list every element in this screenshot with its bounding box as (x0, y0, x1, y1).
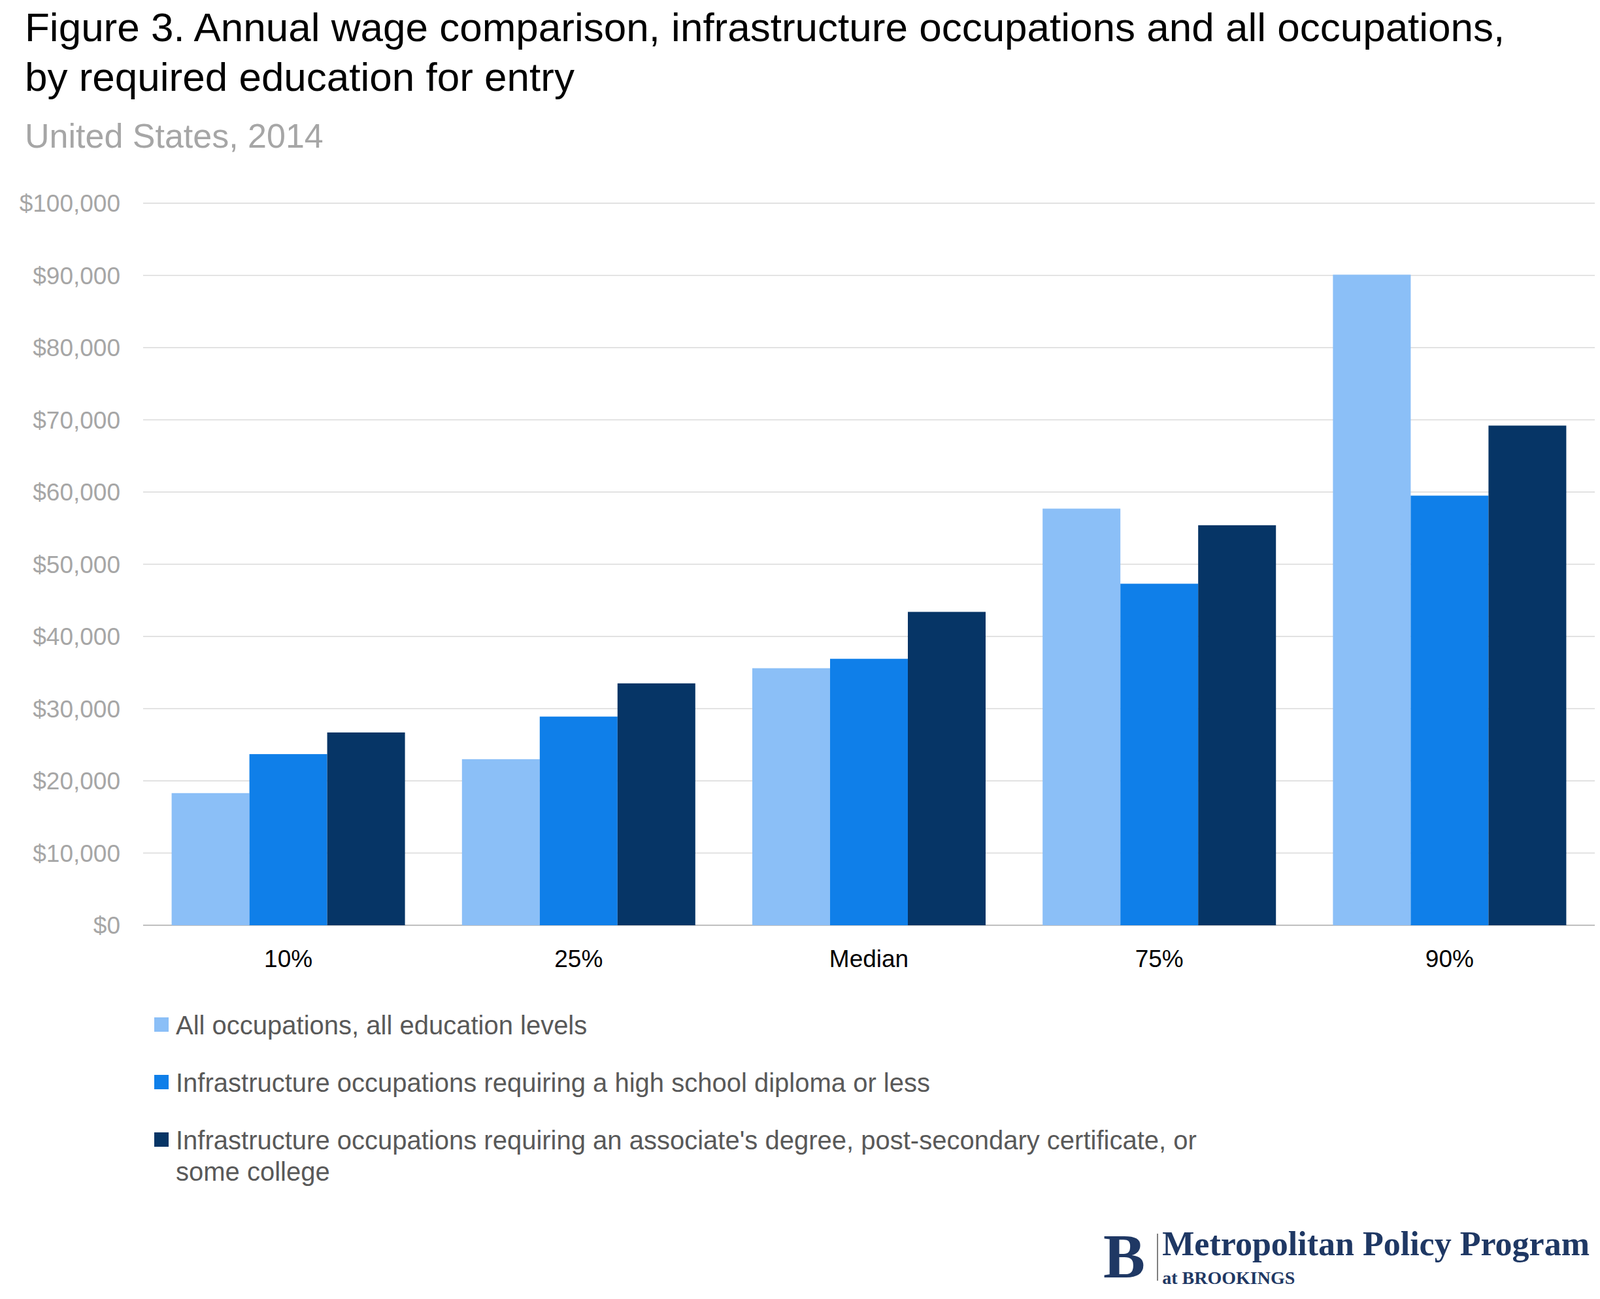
bar (249, 754, 328, 926)
title: Figure 3. Annual wage comparison, infras… (24, 2, 1548, 102)
legend-label: Infrastructure occupations requiring an … (175, 1124, 1248, 1188)
y-tick-label: $50,000 (32, 551, 121, 579)
subtitle: United States, 2014 (24, 116, 324, 156)
bars (171, 274, 1567, 926)
bar (1410, 496, 1489, 926)
y-tick-label: $0 (93, 912, 121, 940)
brand-name: Metropolitan Policy Programat BROOKINGS (1162, 1224, 1590, 1264)
bar (1198, 525, 1276, 926)
bar (1120, 583, 1199, 926)
y-tick-label: $30,000 (32, 696, 121, 723)
y-tick-label: $20,000 (32, 767, 121, 795)
legend-swatch (154, 1132, 169, 1148)
bar (1042, 508, 1121, 926)
legend-label: All occupations, all education levels (175, 1009, 1248, 1042)
y-tick-label: $60,000 (32, 479, 121, 506)
legend-swatch (154, 1017, 169, 1033)
x-tick-label: 25% (554, 945, 603, 973)
y-tick-label: $100,000 (19, 190, 121, 217)
y-tick-label: $70,000 (32, 407, 121, 434)
bar (1488, 425, 1567, 926)
chart: $0 $10,000 $20,000 $30,000 $40,000 $50,000 $60… (0, 0, 1600, 1299)
bar (462, 759, 540, 926)
y-tick-label: $80,000 (32, 334, 121, 362)
legend-label: Infrastructure occupations requiring a h… (175, 1067, 1248, 1099)
y-tick-label: $40,000 (32, 623, 121, 651)
bar (907, 611, 986, 926)
logo: B (1103, 1220, 1146, 1293)
grid (143, 203, 1595, 926)
x-tick-label: 75% (1135, 945, 1184, 973)
bar (327, 732, 406, 926)
brand-sub: at BROOKINGS (1162, 1267, 1295, 1289)
legend-swatch (154, 1075, 169, 1090)
bar (1332, 274, 1411, 926)
bar (539, 716, 618, 926)
x-tick-label: 10% (264, 945, 313, 973)
bar (830, 658, 908, 926)
bar (752, 668, 831, 926)
bar (171, 793, 250, 926)
y-tick-label: $90,000 (32, 262, 121, 290)
x-tick-label: Median (829, 945, 909, 973)
grid-line (143, 202, 1595, 204)
x-tick-label: 90% (1425, 945, 1474, 973)
bar (617, 683, 696, 926)
y-tick-label: $10,000 (32, 840, 121, 868)
logo-divider (1156, 1233, 1159, 1282)
